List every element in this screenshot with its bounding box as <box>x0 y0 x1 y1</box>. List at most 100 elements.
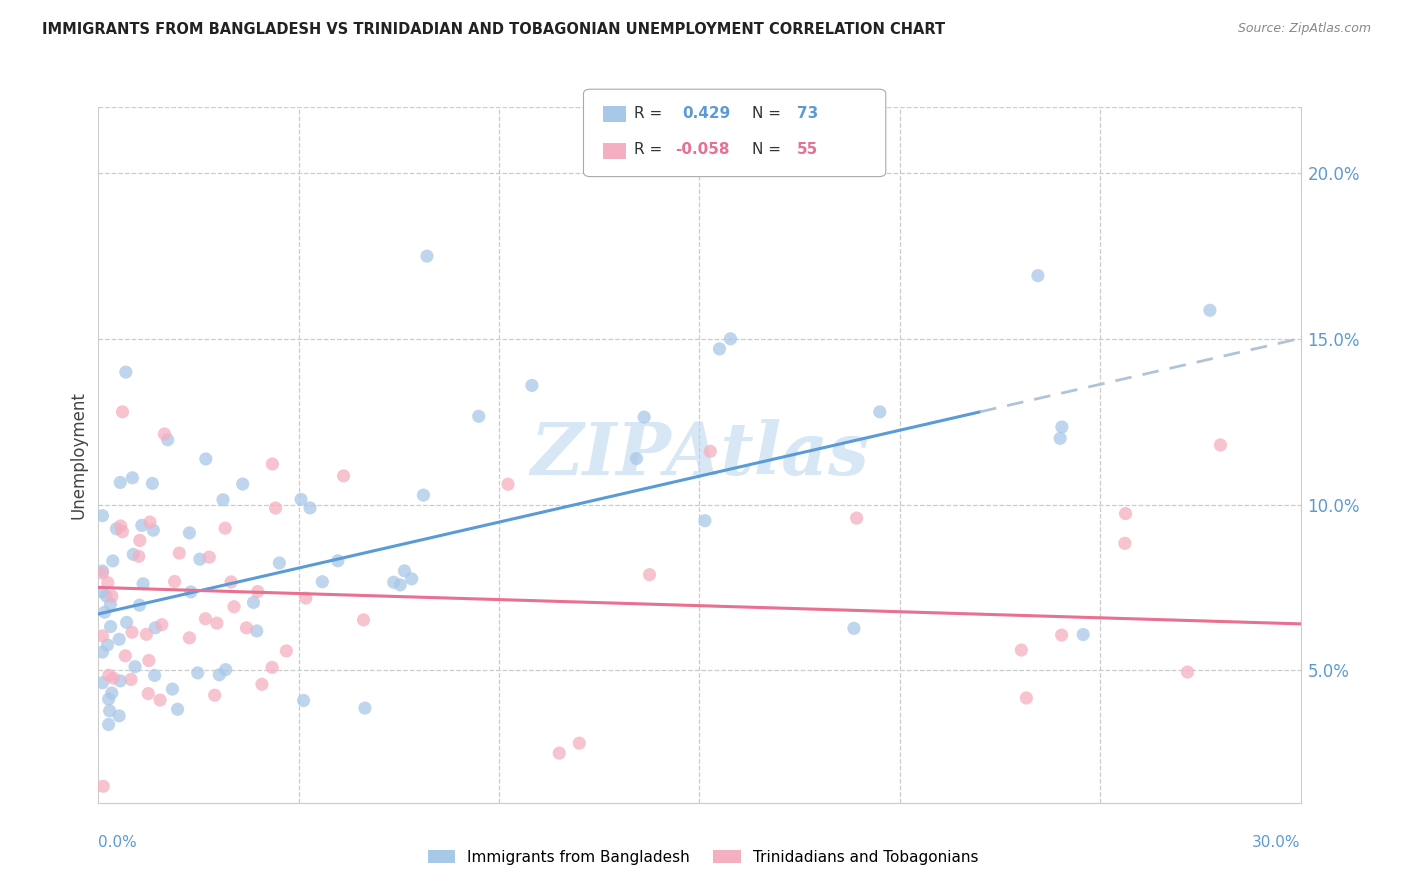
Text: R =: R = <box>634 143 668 157</box>
Point <box>326 554 349 568</box>
Point <box>845 511 868 525</box>
Point <box>709 342 731 356</box>
Point <box>720 332 742 346</box>
Point <box>115 365 138 379</box>
Point <box>354 701 377 715</box>
Point <box>114 648 136 663</box>
Point <box>568 736 591 750</box>
Point <box>128 549 150 564</box>
Point <box>167 546 190 560</box>
Point <box>242 595 264 609</box>
Point <box>353 613 375 627</box>
Point <box>121 471 143 485</box>
Text: N =: N = <box>752 143 786 157</box>
Point <box>496 477 519 491</box>
Point <box>115 615 138 630</box>
Point <box>139 515 162 529</box>
Point <box>204 688 226 702</box>
Point <box>120 673 142 687</box>
Point <box>269 556 291 570</box>
Point <box>1209 438 1232 452</box>
Point <box>91 564 114 578</box>
Point <box>1177 665 1199 679</box>
Point <box>108 709 131 723</box>
Point <box>108 632 131 647</box>
Point <box>295 591 318 605</box>
Point <box>214 521 236 535</box>
Point <box>212 492 235 507</box>
Point <box>1115 507 1137 521</box>
Point <box>638 567 661 582</box>
Point <box>143 668 166 682</box>
Point <box>141 476 163 491</box>
Point <box>180 585 202 599</box>
Point <box>101 589 124 603</box>
Point <box>219 574 242 589</box>
Point <box>128 598 150 612</box>
Point <box>162 681 184 696</box>
Point <box>693 514 716 528</box>
Point <box>96 638 118 652</box>
Point <box>97 692 120 706</box>
Point <box>110 673 132 688</box>
Point <box>131 518 153 533</box>
Point <box>699 444 721 458</box>
Point <box>97 575 120 590</box>
Text: R =: R = <box>634 106 668 120</box>
Point <box>1199 303 1222 318</box>
Legend: Immigrants from Bangladesh, Trinidadians and Tobagonians: Immigrants from Bangladesh, Trinidadians… <box>422 844 984 871</box>
Point <box>110 519 132 533</box>
Point <box>121 625 143 640</box>
Point <box>382 575 405 590</box>
Point <box>1049 431 1071 445</box>
Point <box>103 671 125 685</box>
Point <box>215 663 238 677</box>
Point <box>548 746 571 760</box>
Point <box>179 525 201 540</box>
Point <box>156 433 179 447</box>
Point <box>208 667 231 681</box>
Point <box>869 405 891 419</box>
Text: ZIPAtlas: ZIPAtlas <box>530 419 869 491</box>
Text: N =: N = <box>752 106 786 120</box>
Point <box>842 621 865 635</box>
Point <box>91 675 114 690</box>
Point <box>163 574 186 589</box>
Point <box>187 665 209 680</box>
Point <box>633 410 655 425</box>
Point <box>1026 268 1049 283</box>
Point <box>222 599 245 614</box>
Y-axis label: Unemployment: Unemployment <box>69 391 87 519</box>
Point <box>150 617 173 632</box>
Point <box>1114 536 1136 550</box>
Point <box>101 686 124 700</box>
Point <box>105 522 128 536</box>
Point <box>128 533 150 548</box>
Point <box>520 378 543 392</box>
Text: IMMIGRANTS FROM BANGLADESH VS TRINIDADIAN AND TOBAGONIAN UNEMPLOYMENT CORRELATIO: IMMIGRANTS FROM BANGLADESH VS TRINIDADIA… <box>42 22 945 37</box>
Point <box>124 659 146 673</box>
Point <box>246 624 269 638</box>
Point <box>205 616 228 631</box>
Point <box>232 477 254 491</box>
Point <box>416 249 439 263</box>
Text: 55: 55 <box>797 143 818 157</box>
Point <box>91 779 114 793</box>
Point <box>198 550 221 565</box>
Point <box>138 653 160 667</box>
Point <box>1010 643 1032 657</box>
Point <box>91 585 114 599</box>
Point <box>93 605 115 619</box>
Point <box>276 644 298 658</box>
Point <box>467 409 489 424</box>
Text: -0.058: -0.058 <box>675 143 730 157</box>
Point <box>264 501 287 516</box>
Point <box>122 547 145 561</box>
Point <box>1050 420 1073 434</box>
Point <box>626 451 648 466</box>
Point <box>96 589 118 603</box>
Point <box>91 629 114 643</box>
Point <box>111 405 134 419</box>
Text: Source: ZipAtlas.com: Source: ZipAtlas.com <box>1237 22 1371 36</box>
Point <box>246 584 269 599</box>
